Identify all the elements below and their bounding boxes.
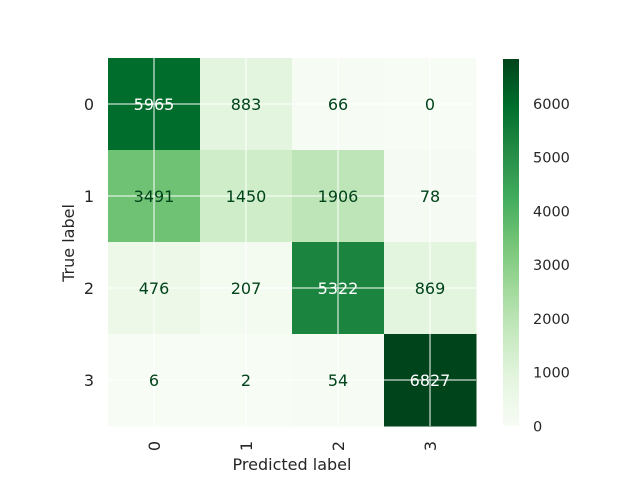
colorbar-tick-label: 6000 bbox=[533, 97, 570, 113]
cell-value-labels: 5965 883 66 0 3491 1450 1906 78 476 207 5322 869 6 2 5… bbox=[134, 95, 451, 390]
colorbar-gradient bbox=[503, 59, 519, 426]
cell-value-label: 2 bbox=[241, 371, 251, 390]
y-tick-label: 1 bbox=[84, 187, 94, 206]
colorbar-tick-label: 3000 bbox=[533, 258, 570, 274]
colorbar-tick-label: 5000 bbox=[533, 151, 570, 167]
y-tick-label: 0 bbox=[84, 95, 94, 114]
x-axis-label: Predicted label bbox=[233, 455, 352, 474]
colorbar: 0 1000 2000 3000 4000 5000 6000 bbox=[503, 59, 570, 436]
cell-value-label: 78 bbox=[420, 187, 440, 206]
cell-value-label: 883 bbox=[231, 95, 262, 114]
cell-value-label: 3491 bbox=[134, 187, 175, 206]
y-axis-ticks: 0 1 2 3 bbox=[84, 95, 94, 390]
cell-value-label: 5322 bbox=[318, 279, 359, 298]
x-tick-label: 1 bbox=[237, 441, 256, 451]
cell-value-label: 1906 bbox=[318, 187, 359, 206]
cell-value-label: 5965 bbox=[134, 95, 175, 114]
colorbar-ticks: 0 1000 2000 3000 4000 5000 6000 bbox=[533, 97, 570, 436]
x-tick-label: 3 bbox=[421, 441, 440, 451]
cell-value-label: 207 bbox=[231, 279, 262, 298]
heatmap-gridlines bbox=[108, 58, 476, 426]
y-tick-label: 3 bbox=[84, 371, 94, 390]
colorbar-tick-label: 1000 bbox=[533, 366, 570, 382]
x-tick-label: 2 bbox=[329, 441, 348, 451]
colorbar-tick-label: 4000 bbox=[533, 204, 570, 220]
cell-value-label: 6827 bbox=[410, 371, 451, 390]
cell-value-label: 0 bbox=[425, 95, 435, 114]
cell-value-label: 66 bbox=[328, 95, 348, 114]
cell-value-label: 1450 bbox=[226, 187, 267, 206]
x-axis-ticks: 0 1 2 3 bbox=[145, 441, 440, 451]
y-axis-label: True label bbox=[59, 204, 78, 283]
cell-value-label: 476 bbox=[139, 279, 170, 298]
x-tick-label: 0 bbox=[145, 441, 164, 451]
cell-value-label: 869 bbox=[415, 279, 446, 298]
y-tick-label: 2 bbox=[84, 279, 94, 298]
cell-value-label: 54 bbox=[328, 371, 348, 390]
colorbar-tick-label: 0 bbox=[533, 420, 542, 436]
colorbar-tick-label: 2000 bbox=[533, 312, 570, 328]
cell-value-label: 6 bbox=[149, 371, 159, 390]
